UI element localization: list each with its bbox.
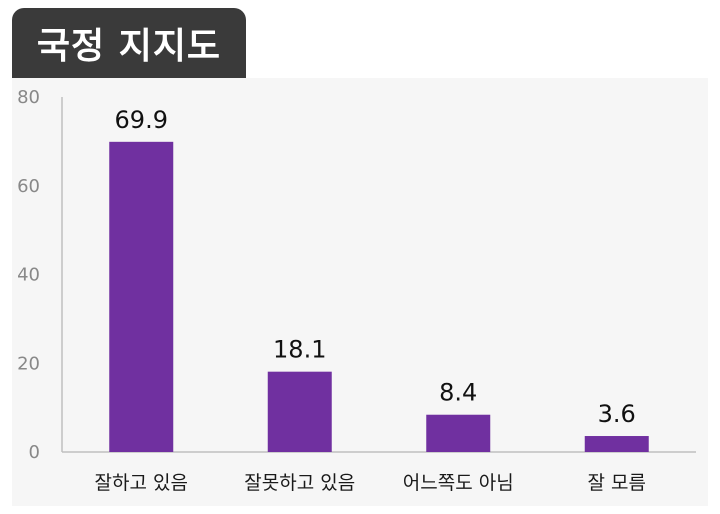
bar [109,141,174,452]
y-tick-label: 40 [17,265,40,286]
x-tick-label: 어느쪽도 아님 [403,472,514,494]
y-tick-label: 20 [17,353,40,374]
y-tick-label: 60 [17,176,40,197]
x-tick-label: 잘 모름 [588,472,646,494]
y-tick-label: 0 [29,442,40,463]
x-tick-label: 잘못하고 있음 [244,472,355,494]
bar [267,371,332,452]
y-tick-label: 80 [17,87,40,108]
x-tick-label: 잘하고 있음 [95,472,188,494]
data-label: 3.6 [598,400,636,428]
chart-title: 국정 지지도 [36,26,222,67]
bar [426,414,491,452]
chart-title-tab: 국정 지지도 [12,8,246,78]
data-label: 8.4 [439,379,477,407]
data-label: 18.1 [273,336,326,364]
data-label: 69.9 [115,106,168,134]
bar [584,436,649,452]
